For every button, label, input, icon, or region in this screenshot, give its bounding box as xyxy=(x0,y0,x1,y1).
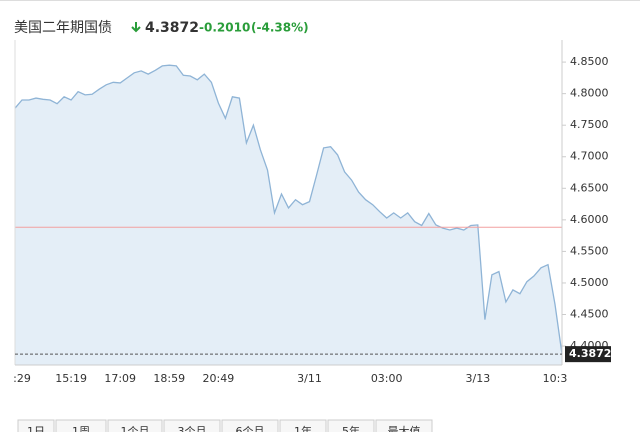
y-tick-label: 4.5000 xyxy=(570,276,609,289)
area-fill xyxy=(15,65,562,365)
y-tick-label: 4.8000 xyxy=(570,87,609,100)
range-tab-label[interactable]: 1年 xyxy=(294,424,312,436)
x-tick-label: 10:3 xyxy=(543,372,568,385)
last-value-label: 4.3872 xyxy=(569,347,611,360)
range-tab-label[interactable]: 3个月 xyxy=(178,425,207,436)
instrument-title: 美国二年期国债 xyxy=(14,20,112,36)
y-tick-label: 4.7500 xyxy=(570,118,609,131)
down-arrow xyxy=(131,22,141,33)
change: -0.2010 xyxy=(199,21,250,35)
change-pct: (-4.38%) xyxy=(251,21,309,35)
last-value-box xyxy=(565,346,611,363)
range-tab-label[interactable]: 1个月 xyxy=(121,425,150,436)
y-tick-label: 4.6000 xyxy=(570,213,609,226)
x-tick-label: 03:00 xyxy=(371,372,403,385)
x-tick-label: 3/13 xyxy=(465,372,490,385)
y-tick-label: 4.7000 xyxy=(570,150,609,163)
x-tick-label: :29 xyxy=(13,372,31,385)
range-tab-label[interactable]: 5年 xyxy=(342,424,360,436)
y-tick-label: 4.4500 xyxy=(570,308,609,321)
range-tab-label[interactable]: 最大值 xyxy=(388,424,421,436)
price-line xyxy=(14,64,563,355)
x-tick-label: 18:59 xyxy=(153,372,185,385)
y-tick-label: 4.5500 xyxy=(570,244,609,257)
y-tick-label: 4.8500 xyxy=(570,55,609,68)
x-tick-label: 3/11 xyxy=(297,372,322,385)
price: 4.3872 xyxy=(145,20,199,36)
y-tick-label: 4.6500 xyxy=(570,181,609,194)
range-tab-label[interactable]: 1周 xyxy=(72,425,90,436)
x-tick-label: 15:19 xyxy=(55,372,87,385)
range-tab-label[interactable]: 6个月 xyxy=(236,425,265,436)
x-tick-label: 17:09 xyxy=(104,372,136,385)
range-tab-label[interactable]: 1日 xyxy=(27,425,45,436)
x-tick-label: 20:49 xyxy=(203,372,235,385)
